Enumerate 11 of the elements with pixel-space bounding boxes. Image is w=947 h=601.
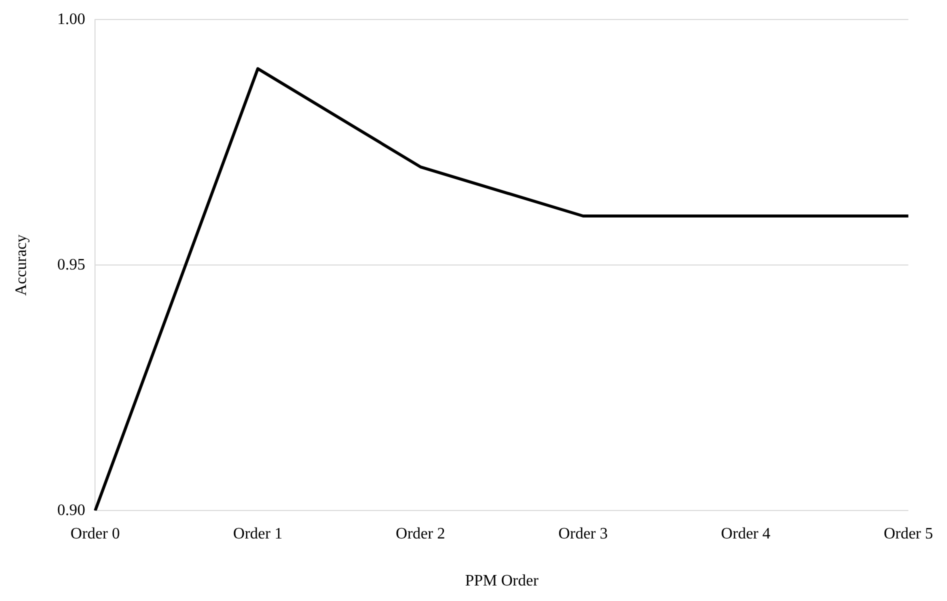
x-tick-label: Order 2 — [396, 525, 446, 542]
x-axis-title: PPM Order — [465, 572, 540, 590]
x-tick-label: Order 0 — [70, 525, 120, 542]
y-tick-label: 0.90 — [57, 502, 86, 519]
y-axis-title: Accuracy — [12, 234, 30, 296]
y-tick-label: 0.95 — [57, 256, 86, 274]
x-tick-label: Order 4 — [721, 525, 770, 542]
x-tick-label: Order 3 — [558, 525, 608, 542]
x-tick-label: Order 5 — [884, 525, 933, 542]
y-tick-label: 1.00 — [57, 10, 86, 28]
x-tick-label: Order 1 — [233, 525, 282, 542]
